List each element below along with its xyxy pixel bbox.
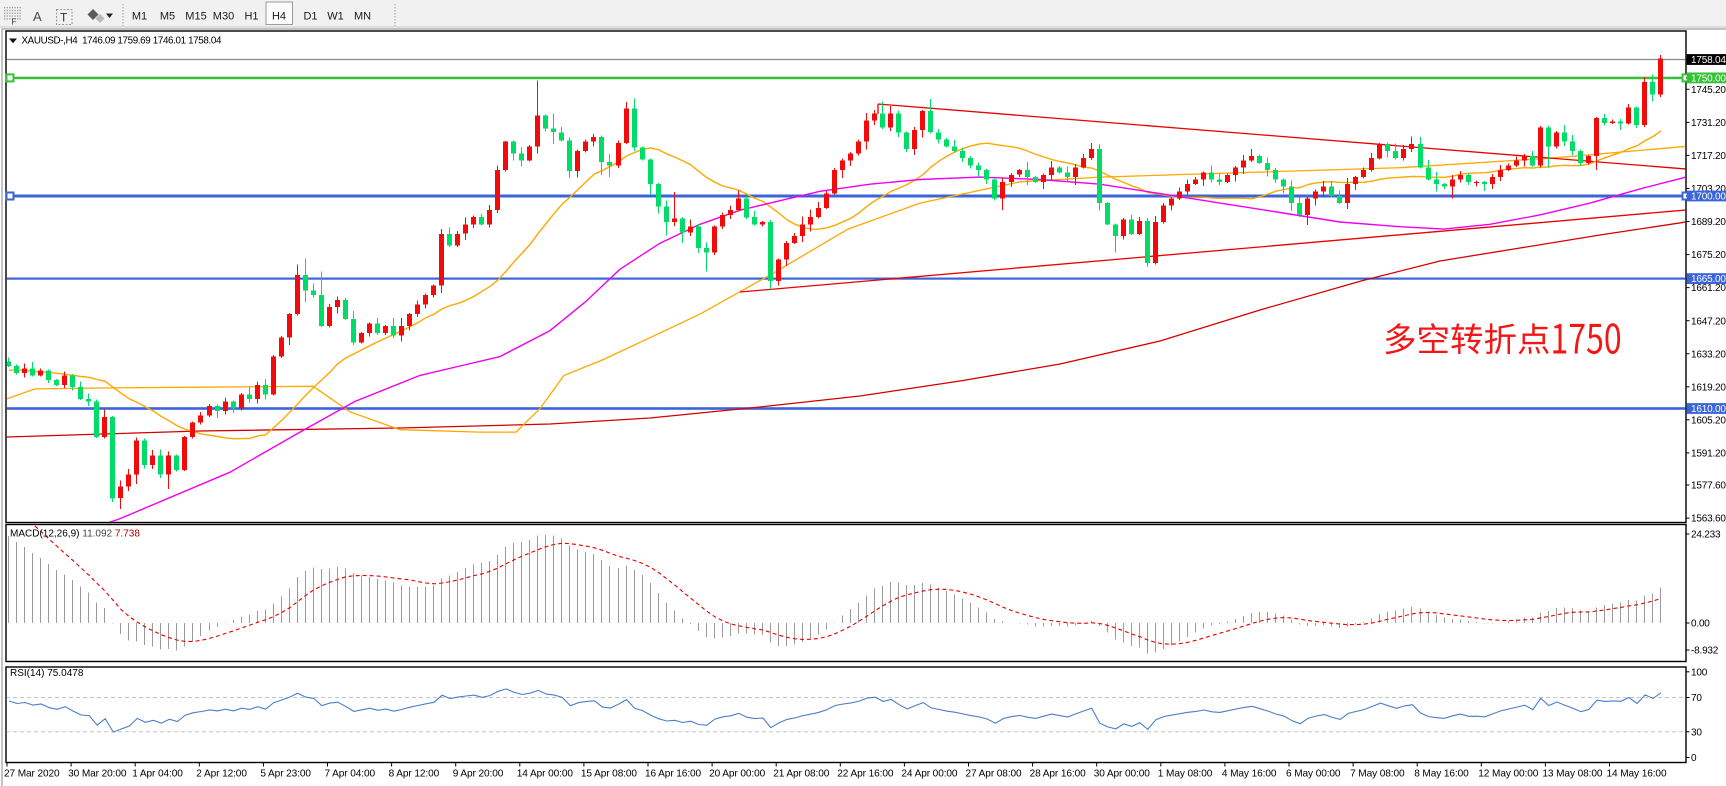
- svg-text:1731.20: 1731.20: [1691, 118, 1726, 129]
- svg-text:M30: M30: [213, 11, 234, 23]
- svg-text:30: 30: [1691, 727, 1702, 738]
- svg-text:M15: M15: [185, 11, 206, 23]
- svg-text:1661.20: 1661.20: [1691, 283, 1726, 294]
- svg-text:15 Apr 08:00: 15 Apr 08:00: [581, 769, 638, 780]
- svg-text:14 May 16:00: 14 May 16:00: [1607, 769, 1667, 780]
- svg-text:2 Apr 12:00: 2 Apr 12:00: [196, 769, 247, 780]
- svg-text:30 Apr 00:00: 30 Apr 00:00: [1094, 769, 1151, 780]
- svg-text:M1: M1: [132, 11, 147, 23]
- svg-text:1605.20: 1605.20: [1691, 415, 1726, 426]
- svg-text:1647.20: 1647.20: [1691, 316, 1726, 327]
- svg-text:1675.20: 1675.20: [1691, 250, 1726, 261]
- svg-text:-8.932: -8.932: [1691, 646, 1719, 657]
- svg-text:8 May 16:00: 8 May 16:00: [1414, 769, 1469, 780]
- svg-text:1758.04: 1758.04: [1691, 55, 1726, 66]
- svg-text:1717.20: 1717.20: [1691, 151, 1726, 162]
- svg-text:1665.00: 1665.00: [1691, 274, 1726, 285]
- svg-text:1619.20: 1619.20: [1691, 382, 1726, 393]
- svg-text:1633.20: 1633.20: [1691, 349, 1726, 360]
- svg-text:1745.20: 1745.20: [1691, 85, 1726, 96]
- svg-text:7 May 08:00: 7 May 08:00: [1350, 769, 1405, 780]
- svg-text:1 Apr 04:00: 1 Apr 04:00: [132, 769, 183, 780]
- svg-text:1591.20: 1591.20: [1691, 449, 1726, 460]
- svg-text:70: 70: [1691, 693, 1702, 704]
- svg-text:M5: M5: [160, 11, 175, 23]
- svg-text:0: 0: [1691, 753, 1697, 764]
- svg-text:27 Mar 2020: 27 Mar 2020: [4, 769, 60, 780]
- svg-text:1577.60: 1577.60: [1691, 481, 1726, 492]
- svg-text:W1: W1: [327, 11, 344, 23]
- svg-text:5 Apr 23:00: 5 Apr 23:00: [260, 769, 311, 780]
- svg-text:F: F: [12, 18, 17, 27]
- svg-text:16 Apr 16:00: 16 Apr 16:00: [645, 769, 702, 780]
- svg-text:1703.20: 1703.20: [1691, 184, 1726, 195]
- svg-text:H1: H1: [244, 11, 258, 23]
- svg-text:7 Apr 04:00: 7 Apr 04:00: [325, 769, 376, 780]
- svg-text:1750.00: 1750.00: [1691, 74, 1726, 85]
- svg-text:22 Apr 16:00: 22 Apr 16:00: [837, 769, 894, 780]
- svg-text:1610.00: 1610.00: [1691, 404, 1726, 415]
- svg-text:100: 100: [1691, 667, 1708, 678]
- svg-text:D1: D1: [303, 11, 317, 23]
- svg-text:30 Mar 20:00: 30 Mar 20:00: [68, 769, 127, 780]
- svg-text:6 May 00:00: 6 May 00:00: [1286, 769, 1341, 780]
- svg-text:MN: MN: [354, 11, 371, 23]
- svg-text:24 Apr 00:00: 24 Apr 00:00: [901, 769, 958, 780]
- svg-text:1 May 08:00: 1 May 08:00: [1158, 769, 1213, 780]
- svg-text:MACD(12,26,9) 11.092 7.738: MACD(12,26,9) 11.092 7.738: [10, 529, 140, 540]
- svg-text:1563.60: 1563.60: [1691, 514, 1726, 525]
- svg-text:13 May 08:00: 13 May 08:00: [1542, 769, 1602, 780]
- svg-text:24.233: 24.233: [1691, 530, 1721, 541]
- svg-text:1689.20: 1689.20: [1691, 217, 1726, 228]
- svg-text:8 Apr 12:00: 8 Apr 12:00: [389, 769, 440, 780]
- svg-text:28 Apr 16:00: 28 Apr 16:00: [1030, 769, 1087, 780]
- svg-text:RSI(14) 75.0478: RSI(14) 75.0478: [10, 668, 84, 679]
- svg-text:A: A: [33, 9, 42, 24]
- svg-text:4 May 16:00: 4 May 16:00: [1222, 769, 1277, 780]
- svg-text:T: T: [60, 11, 68, 25]
- svg-text:0.00: 0.00: [1691, 619, 1710, 630]
- svg-text:1700.00: 1700.00: [1691, 192, 1726, 203]
- svg-text:9 Apr 20:00: 9 Apr 20:00: [453, 769, 504, 780]
- svg-text:14 Apr 00:00: 14 Apr 00:00: [517, 769, 574, 780]
- svg-text:12 May 00:00: 12 May 00:00: [1478, 769, 1538, 780]
- svg-text:XAUUSD-,H4 1746.09 1759.69 17: XAUUSD-,H4 1746.09 1759.69 1746.01 1758.…: [22, 36, 222, 47]
- svg-text:21 Apr 08:00: 21 Apr 08:00: [773, 769, 830, 780]
- svg-text:H4: H4: [272, 11, 286, 23]
- svg-text:20 Apr 00:00: 20 Apr 00:00: [709, 769, 766, 780]
- svg-text:27 Apr 08:00: 27 Apr 08:00: [966, 769, 1023, 780]
